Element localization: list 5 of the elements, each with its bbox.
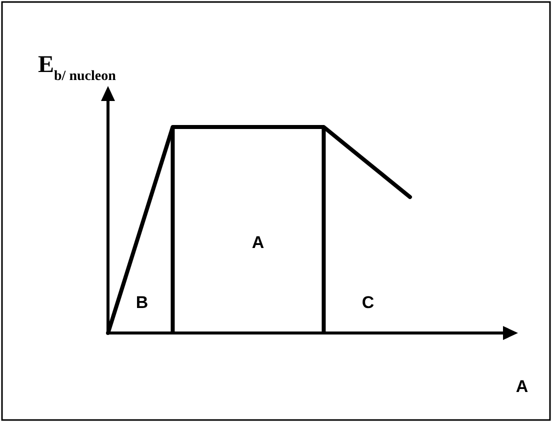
- annotation: C: [362, 293, 374, 312]
- annotation: A: [252, 233, 264, 252]
- text: A: [516, 377, 528, 396]
- y-axis-title: E$_{b/ nucleon}$: [38, 52, 116, 84]
- annotation: B: [136, 293, 148, 312]
